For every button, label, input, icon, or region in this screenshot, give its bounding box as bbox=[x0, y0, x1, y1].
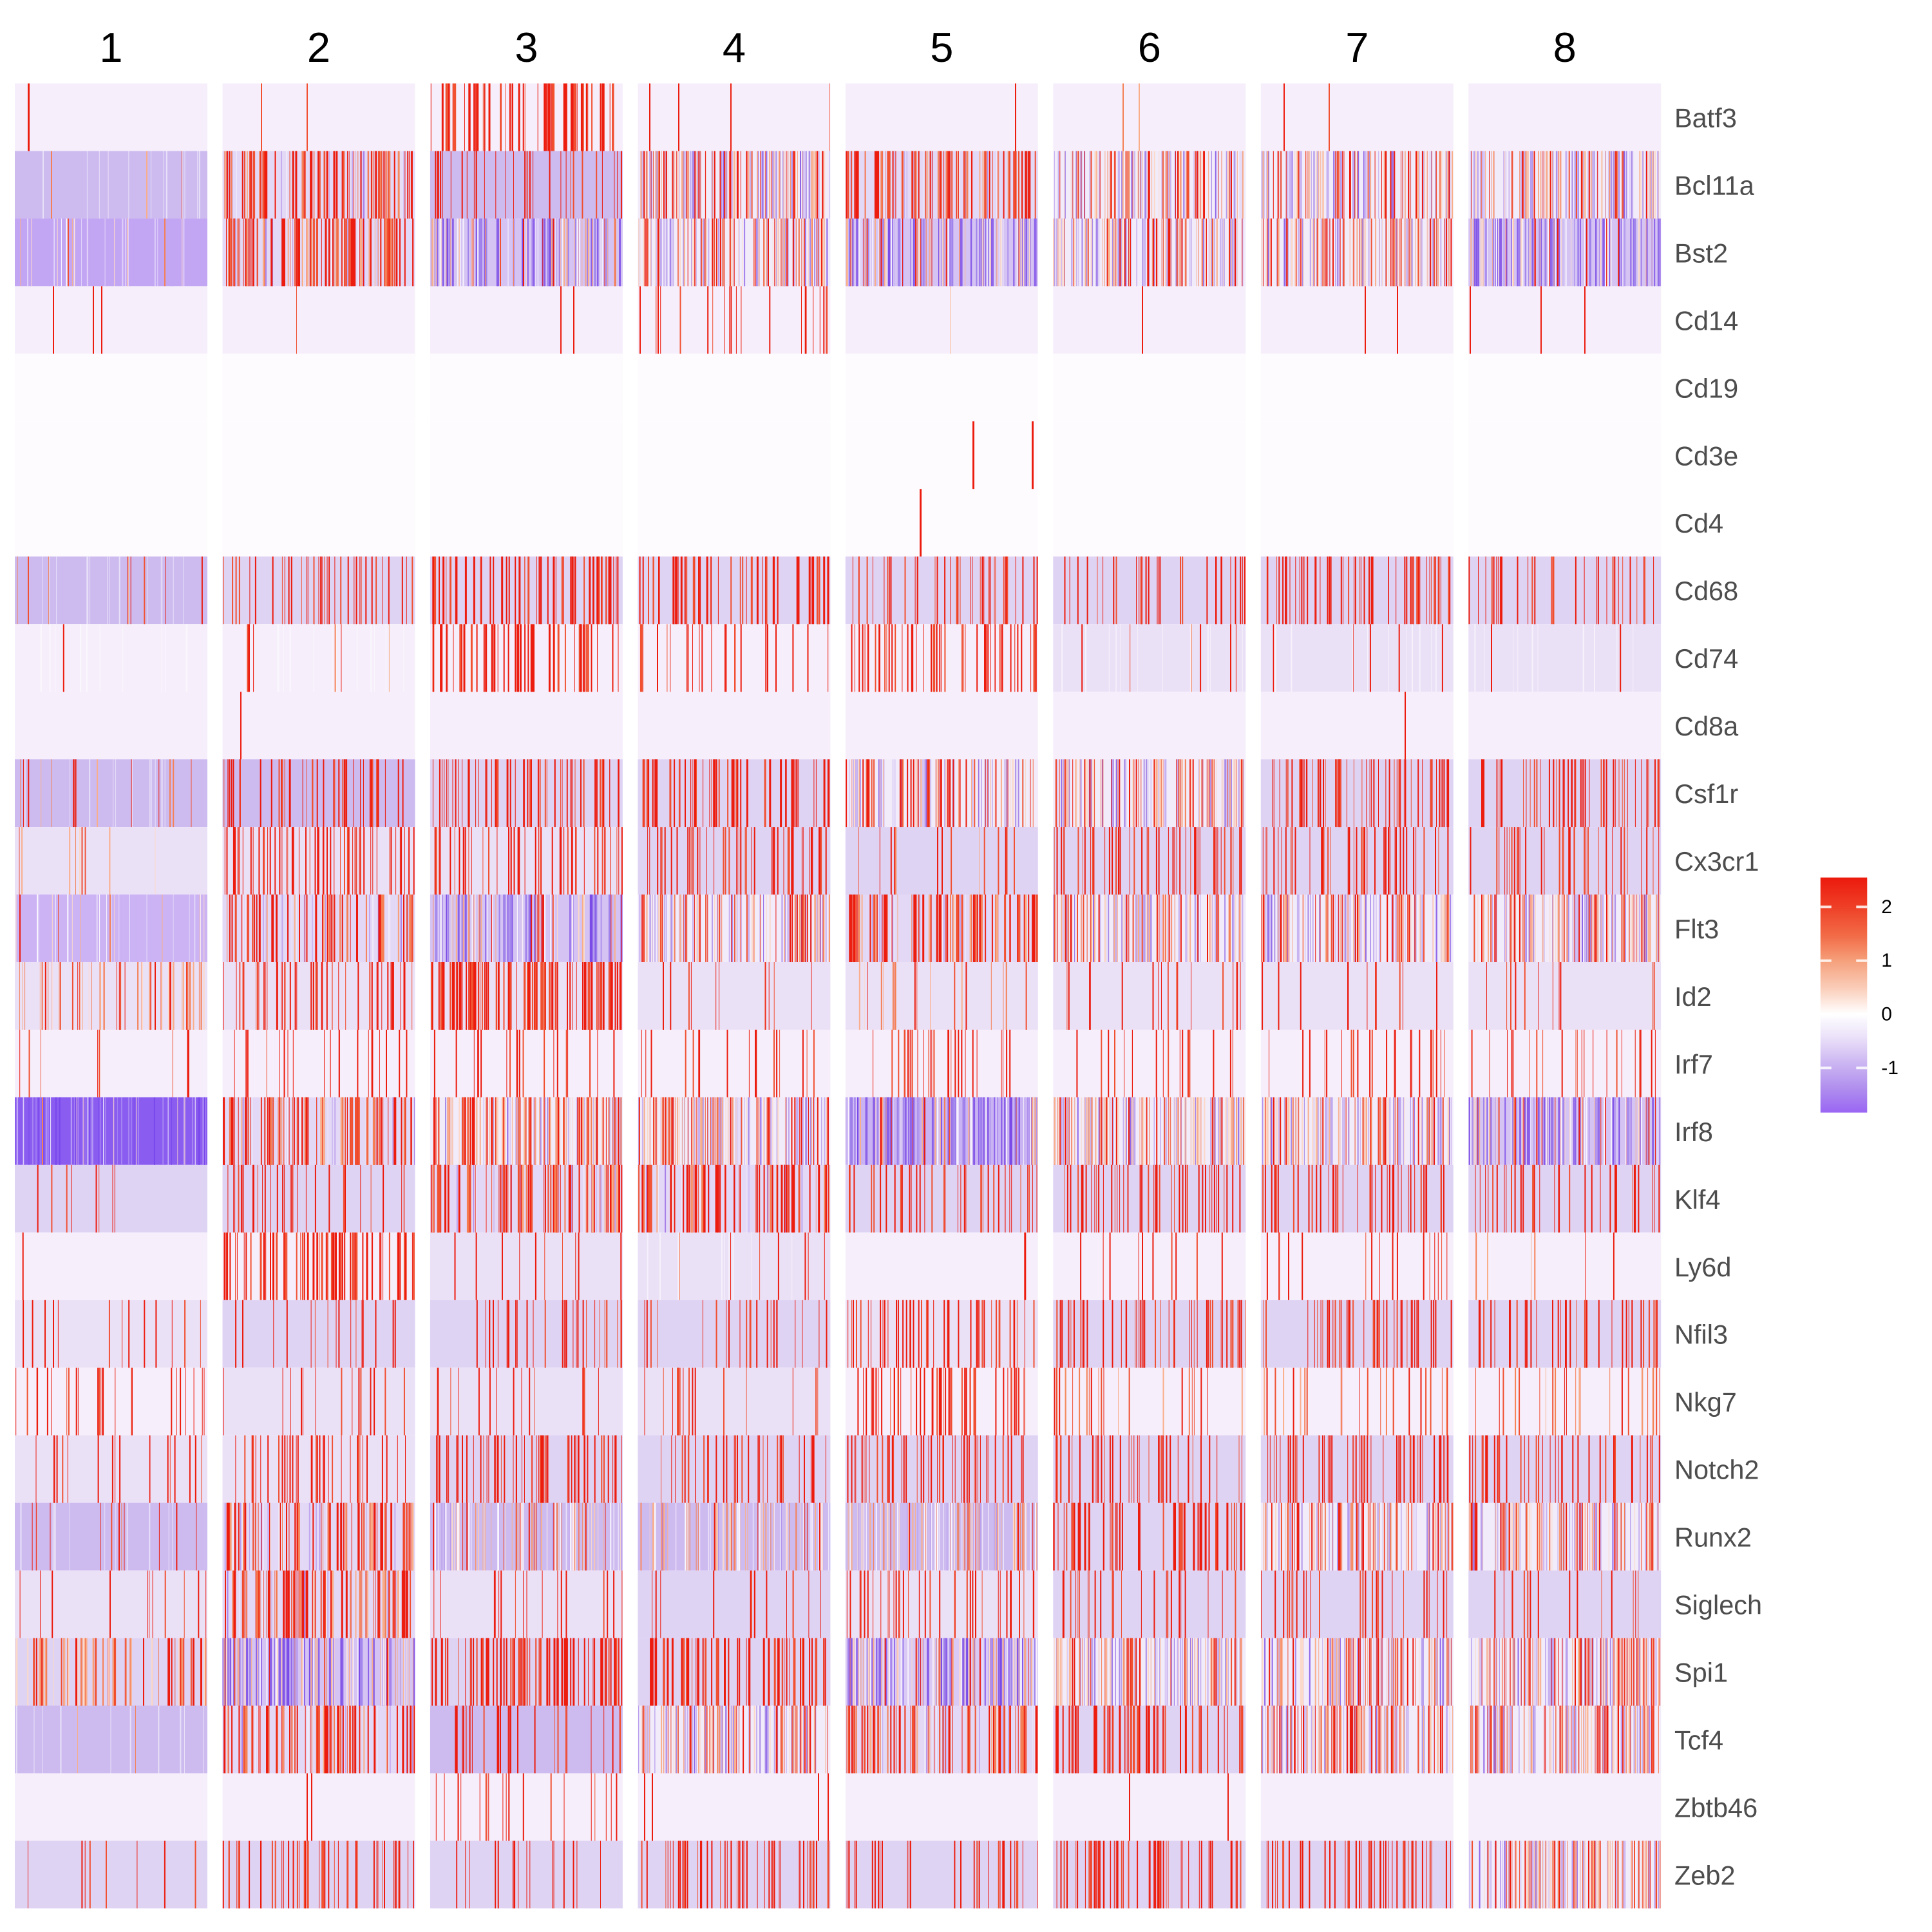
svg-text:1: 1 bbox=[99, 24, 122, 71]
svg-text:Cd19: Cd19 bbox=[1674, 373, 1738, 403]
svg-text:2: 2 bbox=[307, 24, 330, 71]
svg-text:Cx3cr1: Cx3cr1 bbox=[1674, 846, 1759, 876]
svg-text:4: 4 bbox=[723, 24, 746, 71]
svg-text:6: 6 bbox=[1138, 24, 1161, 71]
svg-text:2: 2 bbox=[1881, 896, 1892, 918]
svg-text:Irf8: Irf8 bbox=[1674, 1117, 1713, 1147]
svg-text:Flt3: Flt3 bbox=[1674, 914, 1719, 944]
svg-text:Zbtb46: Zbtb46 bbox=[1674, 1793, 1757, 1823]
svg-text:Notch2: Notch2 bbox=[1674, 1455, 1759, 1485]
svg-text:-1: -1 bbox=[1881, 1057, 1899, 1079]
svg-text:Nkg7: Nkg7 bbox=[1674, 1387, 1737, 1417]
svg-text:Runx2: Runx2 bbox=[1674, 1522, 1752, 1553]
svg-text:Bcl11a: Bcl11a bbox=[1674, 170, 1755, 200]
svg-text:3: 3 bbox=[515, 24, 538, 71]
svg-text:Klf4: Klf4 bbox=[1674, 1184, 1721, 1215]
svg-text:Ly6d: Ly6d bbox=[1674, 1252, 1731, 1282]
svg-text:8: 8 bbox=[1553, 24, 1577, 71]
svg-text:Spi1: Spi1 bbox=[1674, 1658, 1728, 1688]
svg-text:Irf7: Irf7 bbox=[1674, 1049, 1713, 1079]
svg-text:Csf1r: Csf1r bbox=[1674, 779, 1738, 809]
svg-text:Siglech: Siglech bbox=[1674, 1590, 1762, 1620]
svg-text:Batf3: Batf3 bbox=[1674, 103, 1737, 133]
svg-text:1: 1 bbox=[1881, 950, 1892, 971]
svg-text:Cd4: Cd4 bbox=[1674, 508, 1723, 538]
svg-text:Cd74: Cd74 bbox=[1674, 643, 1738, 674]
svg-text:0: 0 bbox=[1881, 1004, 1892, 1025]
svg-text:Cd68: Cd68 bbox=[1674, 576, 1738, 606]
svg-text:Nfil3: Nfil3 bbox=[1674, 1320, 1728, 1350]
svg-text:7: 7 bbox=[1345, 24, 1368, 71]
svg-text:Cd14: Cd14 bbox=[1674, 305, 1738, 336]
svg-text:Cd8a: Cd8a bbox=[1674, 711, 1739, 741]
svg-text:Tcf4: Tcf4 bbox=[1674, 1725, 1723, 1756]
svg-text:Cd3e: Cd3e bbox=[1674, 440, 1738, 471]
svg-text:Bst2: Bst2 bbox=[1674, 238, 1728, 268]
svg-text:5: 5 bbox=[930, 24, 953, 71]
svg-text:Id2: Id2 bbox=[1674, 981, 1712, 1012]
svg-text:Zeb2: Zeb2 bbox=[1674, 1860, 1736, 1890]
